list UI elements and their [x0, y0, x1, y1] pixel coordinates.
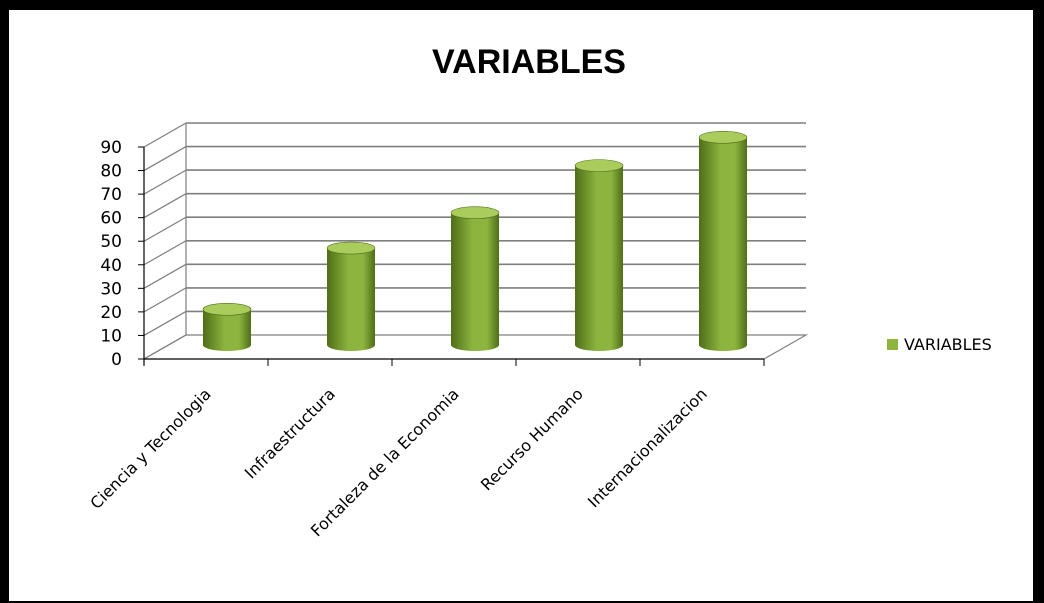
chart-bars	[202, 131, 748, 351]
gridline-depth	[143, 287, 187, 313]
gridline-depth	[143, 169, 187, 195]
y-tick-label: 40	[100, 256, 122, 276]
x-category-label: Ciencia y Tecnologia	[86, 384, 214, 512]
gridline-depth	[143, 240, 187, 266]
y-tick-label: 60	[100, 209, 122, 229]
chart-legend: VARIABLES	[887, 335, 992, 354]
legend-label: VARIABLES	[904, 335, 992, 354]
bar-body	[327, 248, 375, 351]
bar-body	[203, 309, 251, 351]
y-tick-label: 80	[100, 162, 122, 182]
y-tick-label: 70	[100, 185, 122, 205]
y-axis-ticks: 0 10 20 30 40 50 60 70 80 90	[100, 138, 144, 370]
bar	[698, 131, 748, 351]
bar	[326, 241, 376, 351]
bar	[202, 303, 252, 351]
bar-body	[699, 137, 747, 351]
x-category-label: Infraestructura	[241, 384, 339, 482]
y-tick-label: 30	[100, 279, 122, 299]
x-category-label: Internacionalizacion	[584, 384, 711, 511]
bar-top	[450, 206, 500, 220]
bar-body	[575, 165, 623, 351]
gridline-depth	[143, 122, 187, 148]
y-tick-label: 50	[100, 232, 122, 252]
gridline-depth	[143, 146, 187, 172]
bar-top	[202, 303, 252, 316]
bar-top	[574, 159, 624, 172]
y-tick-label: 20	[100, 303, 122, 323]
gridline-depth	[143, 216, 187, 242]
y-tick-label: 10	[100, 326, 122, 346]
x-category-label: Recurso Humano	[477, 384, 587, 494]
gridline-depth	[143, 310, 187, 336]
bar	[450, 206, 500, 351]
gridline-depth	[143, 263, 187, 289]
bar	[574, 159, 624, 351]
x-category-label: Fortaleza de la Economia	[307, 384, 463, 540]
bar-top	[326, 241, 376, 255]
gridline-depth	[143, 193, 187, 219]
bar-body	[451, 212, 499, 351]
legend-swatch	[887, 339, 898, 350]
y-tick-label: 0	[111, 350, 122, 370]
chart-title: VARIABLES	[432, 43, 626, 81]
bar-top	[698, 131, 748, 144]
x-axis-labels: Ciencia y Tecnologia InfraestructuraForta…	[86, 384, 710, 540]
y-tick-label: 90	[100, 138, 122, 158]
